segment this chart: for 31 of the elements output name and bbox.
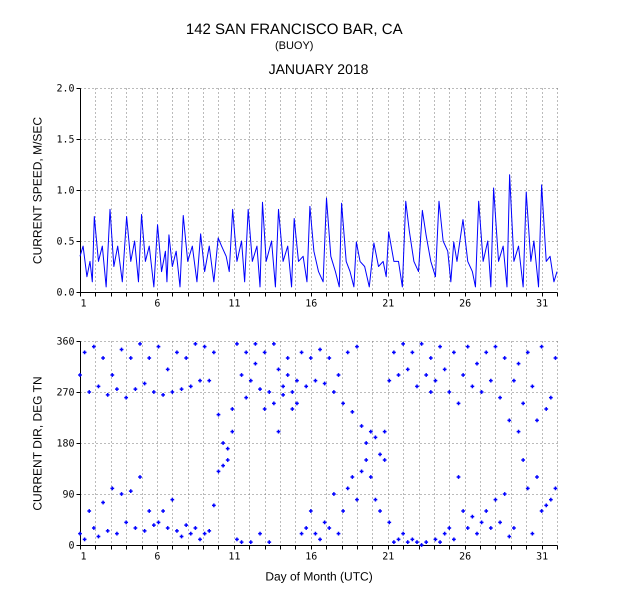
y-axis-title: CURRENT SPEED, M/SEC: [30, 116, 44, 264]
x-tick-label: 21: [382, 552, 394, 562]
x-tick-label: 1: [80, 298, 87, 310]
x-tick-label: 26: [459, 552, 472, 562]
y-tick-label: 360: [56, 336, 74, 348]
x-tick-label: 11: [228, 298, 240, 310]
y-axis-title: CURRENT DIR, DEG TN: [30, 376, 44, 511]
y-tick-label: 180: [56, 438, 74, 450]
x-tick-label: 16: [305, 298, 318, 310]
x-tick-label: 6: [154, 298, 160, 310]
y-tick-label: 270: [56, 388, 74, 398]
y-tick-label: 0.5: [56, 236, 74, 248]
x-axis-title: Day of Month (UTC): [265, 570, 373, 584]
y-tick-label: 2.0: [56, 84, 74, 94]
chart-subtitle: (BUOY): [274, 40, 314, 52]
y-tick-label: 0: [68, 540, 74, 552]
chart-title: 142 SAN FRANCISCO BAR, CA: [186, 21, 403, 38]
x-tick-label: 31: [536, 552, 548, 562]
y-tick-label: 1.5: [56, 134, 74, 146]
y-tick-label: 90: [62, 490, 74, 500]
x-tick-label: 31: [536, 298, 548, 310]
text: JANUARY 2018: [268, 61, 369, 77]
x-tick-label: 1: [80, 552, 87, 562]
x-tick-label: 11: [228, 552, 240, 562]
y-tick-label: 0.0: [56, 288, 74, 298]
line-series: [80, 174, 558, 288]
x-tick-label: 26: [459, 298, 472, 310]
x-tick-label: 16: [305, 552, 318, 562]
y-tick-label: 1.0: [56, 186, 74, 196]
x-tick-label: 21: [382, 298, 394, 310]
x-tick-label: 6: [154, 552, 160, 562]
